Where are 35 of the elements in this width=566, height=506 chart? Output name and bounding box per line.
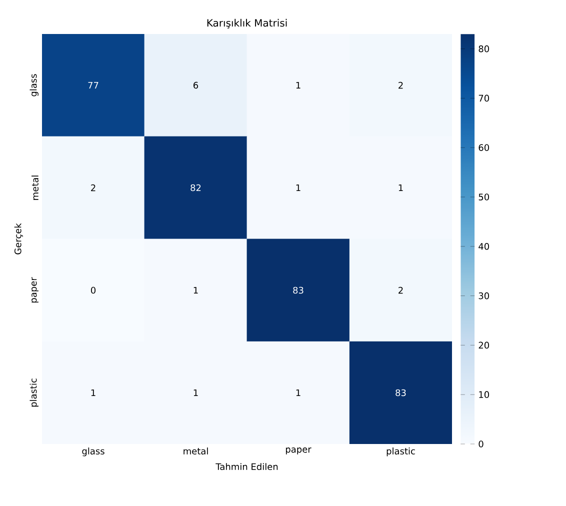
data-label: 0 xyxy=(90,286,96,294)
chart-title: Karışıklık Matrisi xyxy=(207,18,287,28)
x-tick-label: plastic xyxy=(386,448,415,456)
y-tick-label: glass xyxy=(30,74,38,96)
y-tick-label: paper xyxy=(32,277,38,303)
color-bar-label: 70 xyxy=(478,94,490,102)
data-label: 2 xyxy=(398,286,403,294)
data-label: 1 xyxy=(398,184,403,192)
data-label: 1 xyxy=(91,389,96,396)
data-label: 83 xyxy=(396,389,406,396)
x-tick-label: paper xyxy=(286,448,312,454)
x-axis-title: Tahmin Edilen xyxy=(216,463,278,470)
y-tick-label: metal xyxy=(32,176,38,200)
color-bar-label: 30 xyxy=(478,292,490,300)
data-label: 1 xyxy=(194,286,198,294)
color-bar-label: 80 xyxy=(478,45,490,52)
data-label: 6 xyxy=(194,82,198,89)
color-bar-label: 50 xyxy=(478,194,490,200)
data-label: 1 xyxy=(296,82,300,89)
data-label: 1 xyxy=(194,389,198,396)
x-tick-label: glass xyxy=(82,448,104,456)
y-tick-label: plastic xyxy=(30,378,38,407)
color-bar-label: 0 xyxy=(478,440,484,448)
data-label: 77 xyxy=(88,82,98,89)
data-label: 1 xyxy=(296,184,300,192)
data-label: 83 xyxy=(293,286,304,294)
color-bar-label: 10 xyxy=(479,391,490,398)
color-bar-label: 60 xyxy=(478,144,490,152)
x-tick-label: metal xyxy=(184,448,208,454)
data-label: 2 xyxy=(91,184,96,192)
color-bar-label: 20 xyxy=(478,342,490,349)
data-label: 2 xyxy=(398,82,403,89)
color-bar-label: 40 xyxy=(478,242,490,250)
data-label: 82 xyxy=(190,184,201,192)
y-axis-title: Gerçek xyxy=(14,223,23,254)
